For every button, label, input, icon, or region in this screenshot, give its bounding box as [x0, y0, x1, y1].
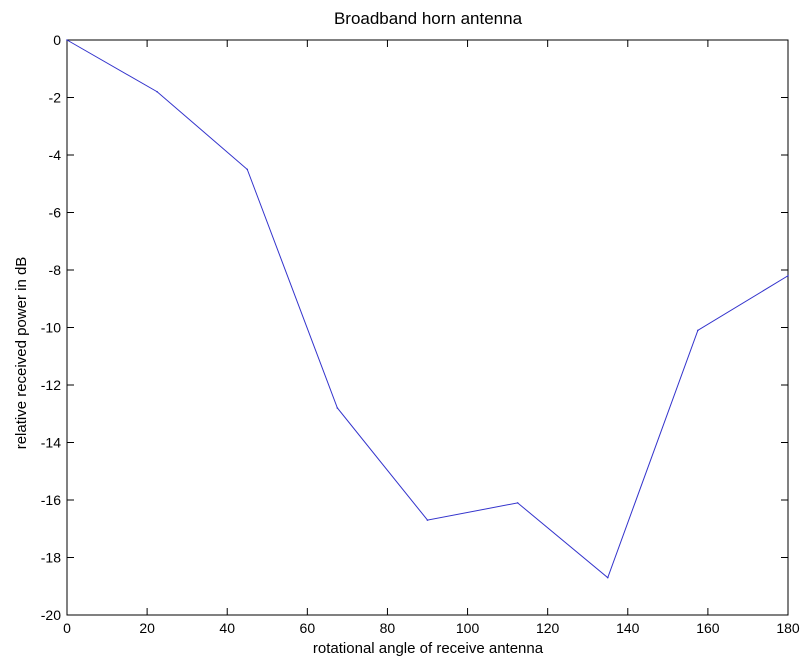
x-tick-label: 40 [219, 620, 235, 636]
data-point [516, 502, 519, 504]
data-point [426, 519, 429, 521]
data-point [156, 90, 158, 93]
x-tick-label: 120 [536, 620, 560, 636]
y-tick-label: -2 [49, 90, 62, 106]
y-tick-label: -8 [49, 262, 62, 278]
y-tick-label: -20 [41, 607, 61, 623]
y-tick-label: -18 [41, 550, 61, 566]
x-tick-label: 60 [300, 620, 316, 636]
y-tick-label: -16 [41, 492, 61, 508]
x-axis-title: rotational angle of receive antenna [313, 640, 544, 657]
data-point [66, 39, 68, 41]
x-tick-label: 0 [63, 620, 71, 636]
y-tick-label: -4 [49, 147, 62, 163]
y-tick-label: -14 [41, 435, 61, 451]
data-point [246, 168, 249, 171]
chart-title: Broadband horn antenna [334, 9, 523, 28]
plot-area: 0 20 40 60 80 100 120 140 160 180 0 -2 -4 -6 -8 -10 -12 -… [41, 32, 800, 636]
y-tick-label: -10 [41, 320, 61, 336]
data-point [336, 407, 339, 409]
x-tick-label: 160 [696, 620, 720, 636]
y-tick-label: 0 [53, 32, 61, 48]
axes-box [66, 39, 789, 616]
x-tick-label: 20 [139, 620, 155, 636]
data-point [606, 576, 609, 579]
x-tick-label: 180 [776, 620, 800, 636]
y-axis-title: relative received power in dB [13, 257, 30, 450]
data-point [697, 329, 699, 332]
x-tick-label: 100 [456, 620, 480, 636]
y-tick-label: -12 [41, 377, 61, 393]
x-tick-label: 80 [380, 620, 396, 636]
data-point [787, 274, 789, 277]
x-tick-label: 140 [616, 620, 640, 636]
y-tick-label: -6 [49, 205, 62, 221]
